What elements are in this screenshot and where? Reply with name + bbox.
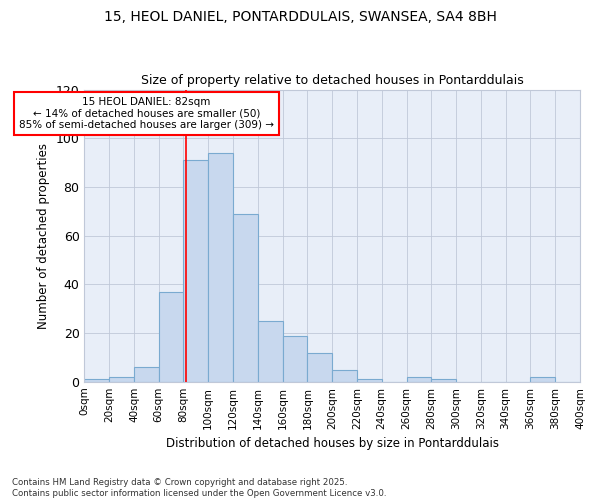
Bar [307,352,332,382]
Bar [184,160,208,382]
Text: Contains HM Land Registry data © Crown copyright and database right 2025.
Contai: Contains HM Land Registry data © Crown c… [12,478,386,498]
X-axis label: Distribution of detached houses by size in Pontarddulais: Distribution of detached houses by size … [166,437,499,450]
Title: Size of property relative to detached houses in Pontarddulais: Size of property relative to detached ho… [141,74,524,87]
Bar [233,214,258,382]
Bar [85,380,109,382]
Bar [258,321,283,382]
Bar [431,380,456,382]
Text: 15 HEOL DANIEL: 82sqm
← 14% of detached houses are smaller (50)
85% of semi-deta: 15 HEOL DANIEL: 82sqm ← 14% of detached … [19,97,274,130]
Bar [134,367,159,382]
Bar [159,292,184,382]
Bar [530,377,555,382]
Bar [208,153,233,382]
Bar [332,370,357,382]
Text: 15, HEOL DANIEL, PONTARDDULAIS, SWANSEA, SA4 8BH: 15, HEOL DANIEL, PONTARDDULAIS, SWANSEA,… [104,10,496,24]
Y-axis label: Number of detached properties: Number of detached properties [37,142,50,328]
Bar [357,380,382,382]
Bar [109,377,134,382]
Bar [407,377,431,382]
Bar [283,336,307,382]
